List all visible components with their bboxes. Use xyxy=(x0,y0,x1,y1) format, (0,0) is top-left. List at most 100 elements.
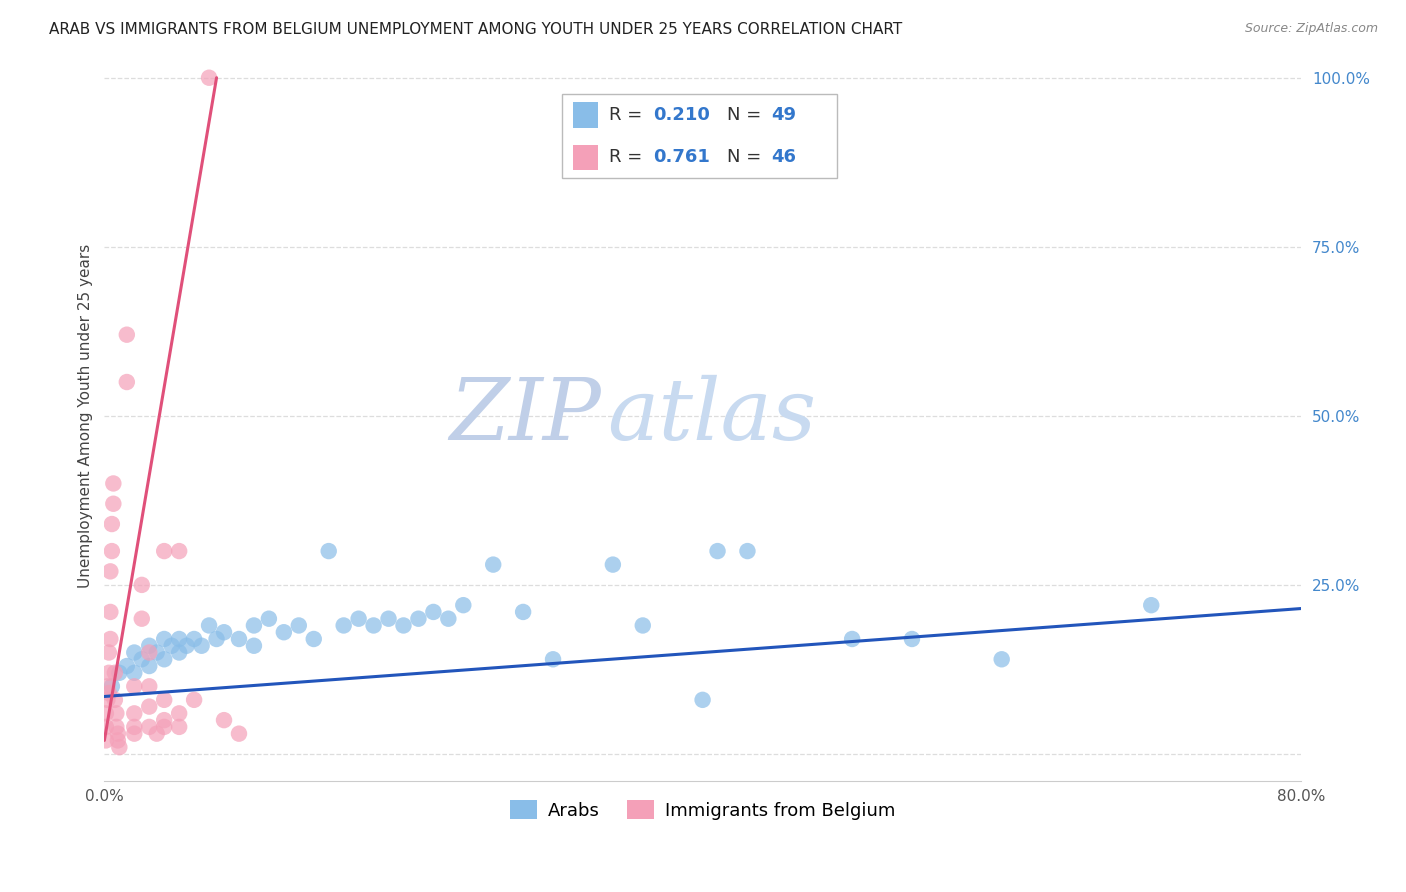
Point xyxy=(108,740,131,755)
Text: 49: 49 xyxy=(770,106,796,124)
Point xyxy=(98,565,121,579)
Point xyxy=(167,706,190,721)
Text: ARAB VS IMMIGRANTS FROM BELGIUM UNEMPLOYMENT AMONG YOUTH UNDER 25 YEARS CORRELAT: ARAB VS IMMIGRANTS FROM BELGIUM UNEMPLOY… xyxy=(49,22,903,37)
Point xyxy=(153,693,176,707)
Point xyxy=(363,618,385,632)
Point xyxy=(167,720,190,734)
Point xyxy=(692,693,714,707)
Text: 0.761: 0.761 xyxy=(652,148,710,166)
Point xyxy=(512,605,534,619)
Point xyxy=(138,639,160,653)
Point xyxy=(318,544,340,558)
Point xyxy=(422,605,444,619)
Point xyxy=(1140,598,1163,612)
Point xyxy=(153,713,176,727)
Point xyxy=(392,618,415,632)
Text: N =: N = xyxy=(727,148,766,166)
Text: R =: R = xyxy=(609,148,648,166)
Point xyxy=(138,659,160,673)
Point xyxy=(138,646,160,660)
Point xyxy=(103,497,125,511)
Point xyxy=(138,720,160,734)
Point xyxy=(198,618,221,632)
Bar xyxy=(574,145,598,169)
Point xyxy=(124,720,146,734)
Point xyxy=(105,706,128,721)
Point xyxy=(124,646,146,660)
Point xyxy=(124,706,146,721)
Point xyxy=(167,544,190,558)
Point xyxy=(104,693,127,707)
Text: Source: ZipAtlas.com: Source: ZipAtlas.com xyxy=(1244,22,1378,36)
Point xyxy=(153,632,176,646)
Point xyxy=(243,639,266,653)
Text: N =: N = xyxy=(727,106,766,124)
Point xyxy=(167,646,190,660)
Point xyxy=(124,679,146,693)
Point xyxy=(115,659,138,673)
Point xyxy=(631,618,654,632)
Point xyxy=(153,544,176,558)
Legend: Arabs, Immigrants from Belgium: Arabs, Immigrants from Belgium xyxy=(503,793,903,827)
Point xyxy=(228,726,250,740)
Point xyxy=(288,618,311,632)
Point xyxy=(107,726,129,740)
Text: R =: R = xyxy=(609,106,648,124)
Point xyxy=(96,679,118,693)
Point xyxy=(108,665,131,680)
Point xyxy=(97,686,120,700)
Point xyxy=(228,632,250,646)
Point xyxy=(482,558,505,572)
Point xyxy=(94,706,117,721)
Point xyxy=(541,652,564,666)
Point xyxy=(94,720,117,734)
Point xyxy=(103,476,125,491)
Point xyxy=(153,652,176,666)
Point xyxy=(408,612,430,626)
Text: ZIP: ZIP xyxy=(449,375,600,458)
Point xyxy=(901,632,924,646)
Point xyxy=(706,544,728,558)
Text: atlas: atlas xyxy=(607,375,815,458)
Point xyxy=(377,612,399,626)
Point xyxy=(205,632,228,646)
Point xyxy=(160,639,183,653)
Point xyxy=(101,679,124,693)
Point xyxy=(257,612,280,626)
Point xyxy=(176,639,198,653)
Point xyxy=(97,646,120,660)
Point xyxy=(101,544,124,558)
Point xyxy=(96,693,118,707)
Point xyxy=(602,558,624,572)
Point xyxy=(115,327,138,342)
Point xyxy=(98,632,121,646)
Point xyxy=(145,726,167,740)
Point xyxy=(990,652,1012,666)
Point xyxy=(183,693,205,707)
Bar xyxy=(574,102,598,128)
Point xyxy=(101,516,124,531)
Point xyxy=(841,632,863,646)
Point xyxy=(107,733,129,747)
Point xyxy=(453,598,475,612)
Point xyxy=(124,665,146,680)
Point xyxy=(167,632,190,646)
Point xyxy=(131,652,153,666)
Point xyxy=(138,699,160,714)
Y-axis label: Unemployment Among Youth under 25 years: Unemployment Among Youth under 25 years xyxy=(79,244,93,588)
Point xyxy=(332,618,354,632)
Point xyxy=(190,639,212,653)
Point xyxy=(737,544,759,558)
Point xyxy=(97,665,120,680)
Point xyxy=(243,618,266,632)
Point xyxy=(145,646,167,660)
Point xyxy=(115,375,138,389)
Point xyxy=(198,70,221,85)
Point xyxy=(153,720,176,734)
Point xyxy=(94,733,117,747)
Point xyxy=(212,625,235,640)
Point xyxy=(131,578,153,592)
Text: 46: 46 xyxy=(770,148,796,166)
Point xyxy=(105,720,128,734)
Point xyxy=(124,726,146,740)
